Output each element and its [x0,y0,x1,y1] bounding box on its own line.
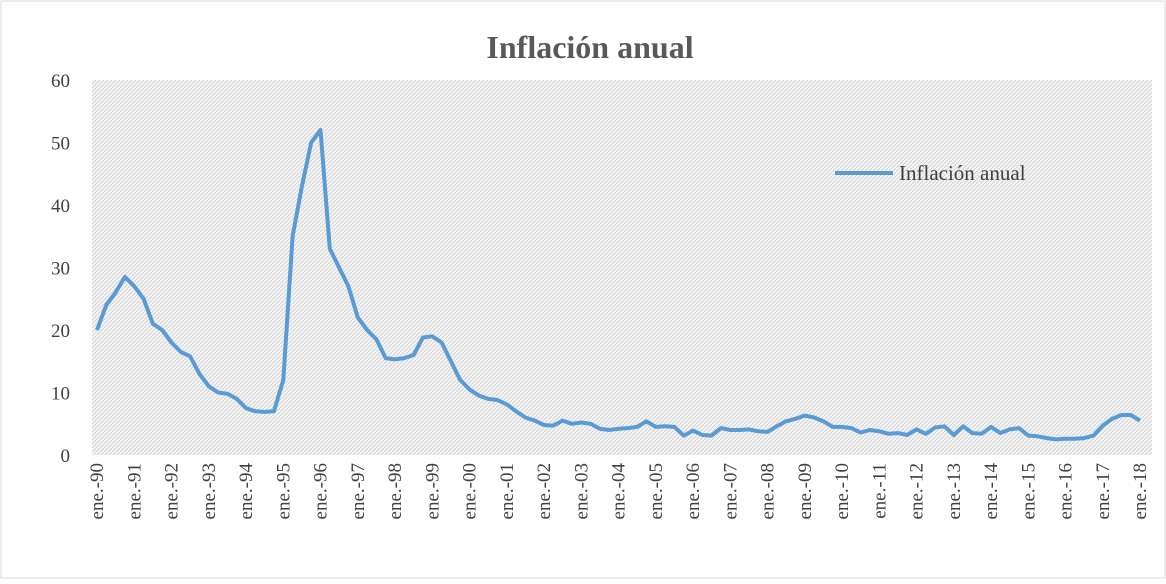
y-tick-label: 50 [51,134,70,155]
x-tick-label: ene.-12 [907,463,928,519]
x-tick-label: ene.-90 [87,463,108,519]
x-tick-label: ene.-14 [981,463,1002,520]
x-tick-label: ene.-00 [460,463,481,519]
y-tick-label: 20 [51,321,70,342]
x-tick-label: ene.-05 [646,463,667,519]
x-tick-label: ene.-02 [534,463,555,519]
x-tick-label: ene.-18 [1130,463,1151,519]
x-tick-label: ene.-91 [124,463,145,519]
legend-label: Inflación anual [899,161,1026,185]
y-tick-label: 0 [61,446,71,467]
x-tick-label: ene.-03 [571,463,592,519]
x-tick-label: ene.-07 [720,463,741,519]
x-tick-label: ene.-09 [795,463,816,519]
x-tick-label: ene.-01 [497,463,518,519]
x-tick-label: ene.-04 [609,463,630,520]
x-tick-label: ene.-94 [236,463,257,520]
x-tick-label: ene.-16 [1056,463,1077,519]
x-tick-label: ene.-96 [311,463,332,519]
x-tick-label: ene.-11 [869,463,890,519]
y-tick-label: 40 [51,196,70,217]
data-line [95,128,1142,442]
y-tick-label: 10 [51,384,70,405]
y-tick-label: 30 [51,259,70,280]
x-tick-label: ene.-92 [162,463,183,519]
x-tick-label: ene.-15 [1018,463,1039,519]
x-tick-label: ene.-93 [199,463,220,519]
x-tick-label: ene.-13 [944,463,965,519]
x-tick-label: ene.-99 [422,463,443,519]
x-tick-label: ene.-10 [832,463,853,519]
plot-area [92,80,1152,455]
y-tick-label: 60 [51,71,70,92]
x-tick-label: ene.-97 [348,463,369,519]
chart-title: Inflación anual [486,29,693,65]
x-tick-label: ene.-06 [683,463,704,519]
x-tick-label: ene.-17 [1093,463,1114,519]
x-tick-label: ene.-95 [273,463,294,519]
x-tick-label: ene.-98 [385,463,406,519]
x-tick-label: ene.-08 [758,463,779,519]
legend: Inflación anual [835,161,1026,185]
